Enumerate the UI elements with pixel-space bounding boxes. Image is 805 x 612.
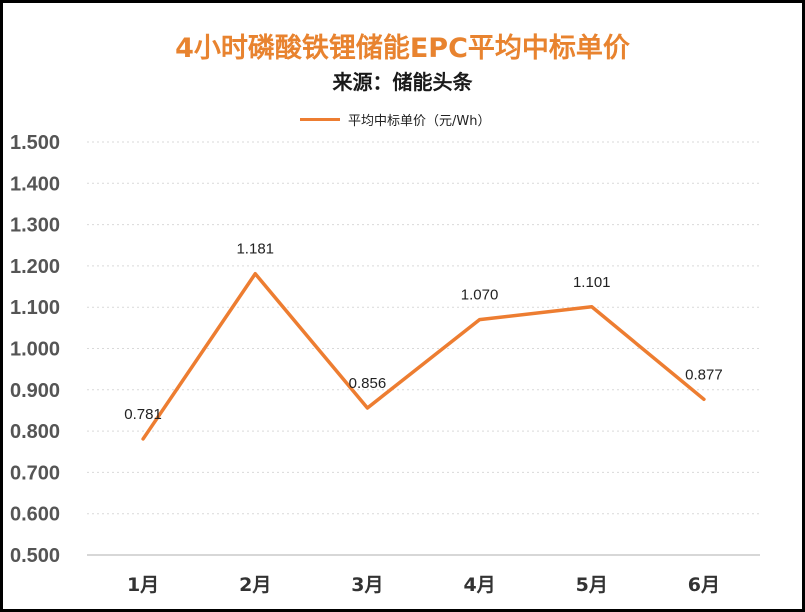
- y-tick-label: 0.500: [10, 545, 60, 567]
- y-tick-label: 0.600: [10, 504, 60, 526]
- legend-swatch: [300, 118, 340, 121]
- data-label: 0.877: [685, 366, 723, 383]
- x-tick-label: 6月: [688, 574, 720, 596]
- data-labels: 0.781 1.181 0.856 1.070 1.101 0.877: [124, 241, 722, 423]
- x-tick-label: 3月: [351, 574, 383, 596]
- grid-lines: [87, 141, 760, 556]
- data-label: 1.101: [573, 274, 611, 291]
- data-label: 1.181: [236, 241, 274, 258]
- legend: 平均中标单价（元/Wh）: [300, 110, 490, 129]
- y-tick-label: 0.800: [10, 421, 60, 443]
- y-tick-label: 0.700: [10, 462, 60, 484]
- y-axis-ticks: 0.500 0.600 0.700 0.800 0.900 1.000 1.100 1.200…: [10, 132, 60, 567]
- y-tick-label: 1.400: [10, 173, 60, 195]
- series-layer: [141, 271, 706, 441]
- data-label: 0.856: [349, 375, 387, 392]
- series-line-price: [141, 271, 706, 441]
- y-tick-label: 1.500: [10, 132, 60, 154]
- y-tick-label: 1.000: [10, 339, 60, 361]
- x-tick-label: 4月: [463, 574, 495, 596]
- x-tick-label: 5月: [576, 574, 608, 596]
- chart-subtitle: 来源：储能头条: [332, 70, 473, 94]
- x-axis-ticks: 1月 2月 3月 4月 5月 6月: [127, 574, 720, 596]
- y-tick-label: 1.100: [10, 297, 60, 319]
- y-tick-label: 1.300: [10, 215, 60, 237]
- x-tick-label: 2月: [239, 574, 271, 596]
- legend-label: 平均中标单价（元/Wh）: [348, 114, 491, 129]
- x-tick-label: 1月: [127, 574, 159, 596]
- chart-title: 4小时磷酸铁锂储能EPC平均中标单价: [175, 33, 630, 64]
- y-tick-label: 0.900: [10, 380, 60, 402]
- data-label: 0.781: [124, 406, 162, 423]
- y-tick-label: 1.200: [10, 256, 60, 278]
- data-label: 1.070: [461, 287, 499, 304]
